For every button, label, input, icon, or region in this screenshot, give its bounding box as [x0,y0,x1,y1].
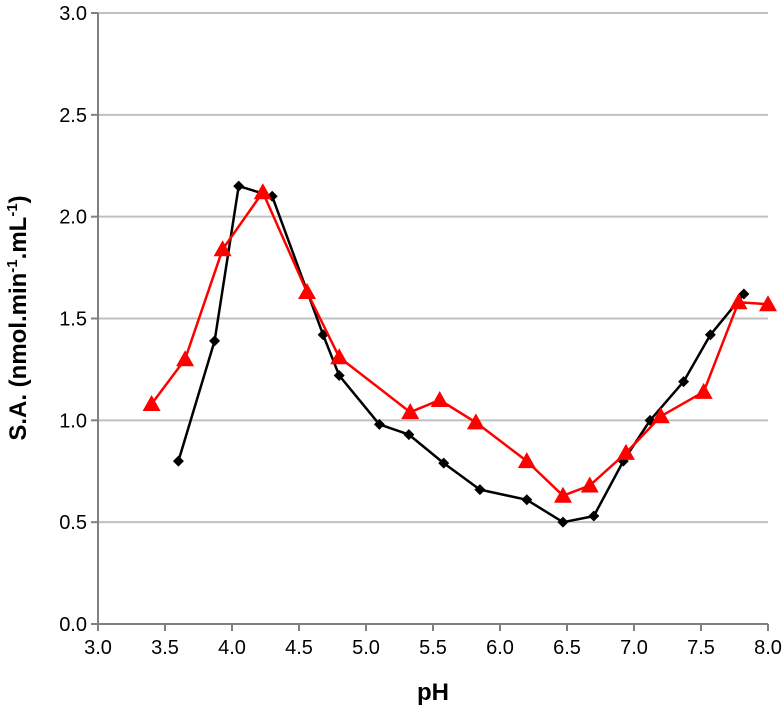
x-tick-label: 4.0 [218,637,246,659]
y-tick-label: 1.0 [59,410,87,432]
x-tick-label: 6.0 [486,637,514,659]
data-point-diamond [557,516,569,528]
axes [91,12,769,631]
data-point-diamond [521,494,533,506]
x-tick-label: 5.0 [352,637,380,659]
y-axis-title-sup2: -1 [4,203,21,216]
data-point-triangle [694,382,713,399]
data-point-diamond [373,418,385,430]
data-point-triangle [553,486,572,503]
gridlines [98,12,768,524]
data-point-triangle [729,293,748,310]
series-2-line [150,190,769,497]
x-axis-title: pH [417,679,449,706]
data-point-diamond [233,180,245,192]
series-2 [142,183,777,503]
data-point-diamond [738,288,750,300]
data-point-triangle [176,350,195,367]
data-point-diamond [474,484,486,496]
y-tick-label: 0.5 [59,512,87,534]
data-point-triangle [580,476,599,493]
data-point-triangle [651,407,670,424]
x-tick-label: 3.5 [151,637,179,659]
data-point-diamond [438,457,450,469]
data-point-diamond [403,429,415,441]
y-tick-label: 1.5 [59,309,87,331]
x-tick-label: 8.0 [754,637,782,659]
data-point-diamond [209,335,221,347]
x-tick-label: 7.5 [687,637,715,659]
data-point-diamond [678,376,690,388]
x-tick-label: 4.5 [285,637,313,659]
series [142,180,777,528]
y-axis-title-base: S.A. (nmol.min [5,273,32,441]
data-point-triangle [298,283,317,300]
data-point-triangle [330,348,349,365]
x-tick-label: 7.0 [620,637,648,659]
data-point-triangle [401,403,420,420]
data-point-diamond [704,329,716,341]
y-axis-title-end: ) [5,195,32,203]
series-1-line [177,184,745,524]
data-point-triangle [517,452,536,469]
data-point-triangle [142,395,161,412]
tick-labels: 0.0 0.5 1.0 1.5 2.0 2.5 3.0 3.0 3.5 4.0 4.5 5.0 5.5 6… [59,3,782,659]
series-1 [172,180,750,528]
data-point-triangle [759,295,777,312]
data-point-diamond [172,455,184,467]
data-point-triangle [466,413,485,430]
x-tick-label: 6.5 [553,637,581,659]
x-tick-label: 5.5 [419,637,447,659]
data-point-triangle [430,390,449,407]
y-axis-title-sup1: -1 [4,259,21,272]
data-point-triangle [253,183,272,200]
y-tick-label: 0.0 [59,614,87,636]
y-tick-label: 2.5 [59,105,87,127]
data-point-diamond [588,510,600,522]
y-tick-label: 2.0 [59,207,87,229]
y-axis-title: S.A. (nmol.min-1.mL-1) [4,195,32,440]
data-point-triangle [616,443,635,460]
y-axis-title-mid: .mL [5,217,32,260]
x-tick-label: 3.0 [84,637,112,659]
y-tick-label: 3.0 [59,3,87,25]
data-point-triangle [213,240,232,257]
data-point-diamond [333,370,345,382]
